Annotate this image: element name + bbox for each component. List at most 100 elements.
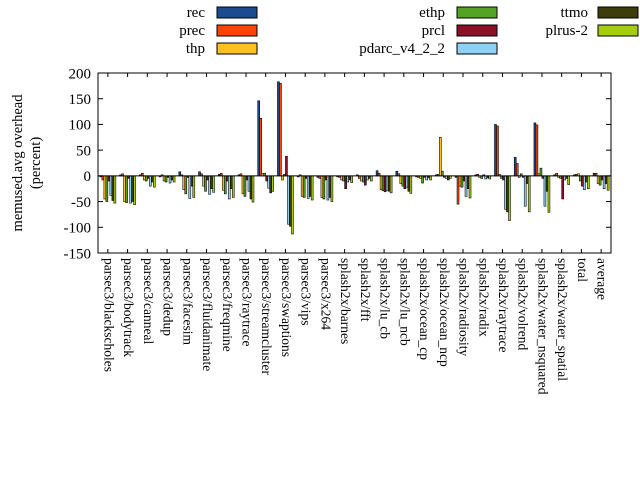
bar-ethp <box>164 175 168 183</box>
bar-thp <box>439 137 442 177</box>
bar-ttmo <box>170 175 174 181</box>
bar-rec <box>533 122 537 177</box>
bar-plrus-2 <box>606 175 610 191</box>
bar-ttmo <box>210 175 213 189</box>
bar-ttmo <box>328 175 332 198</box>
bar-pdarc_v4_2_2 <box>543 175 547 207</box>
x-category-label: splash2x/fft <box>358 258 373 322</box>
bar-pdarc_v4_2_2 <box>168 175 172 184</box>
bar-ethp <box>204 175 207 192</box>
bar-ttmo <box>229 175 233 189</box>
bar-prec <box>279 83 282 177</box>
bar-rec <box>277 81 280 177</box>
bar-plrus-2 <box>133 175 136 205</box>
bar-pdarc_v4_2_2 <box>306 175 310 199</box>
bar-ethp <box>539 167 543 177</box>
bar-ethp <box>223 175 227 195</box>
bar-pdarc_v4_2_2 <box>464 175 468 197</box>
y-tick-label: -150 <box>64 246 92 262</box>
x-category-label: splash2x/ocean_ncp <box>437 258 452 367</box>
x-category-label: parsec3/canneal <box>141 258 156 344</box>
bar-plrus-2 <box>330 175 334 202</box>
legend-swatch-thp <box>216 42 258 55</box>
legend-label-ttmo: ttmo <box>560 5 588 21</box>
x-category-label: parsec3/x264 <box>318 258 333 330</box>
bar-rec <box>494 124 497 177</box>
bar-pdarc_v4_2_2 <box>366 175 369 181</box>
bar-prcl <box>502 175 505 181</box>
legend-swatch-ttmo <box>597 6 639 19</box>
bar-prcl <box>383 175 387 193</box>
bar-ethp <box>105 175 109 202</box>
bar-pdarc_v4_2_2 <box>188 175 192 199</box>
bar-prec <box>496 125 499 177</box>
legend-swatch-prec <box>216 24 258 37</box>
bar-pdarc_v4_2_2 <box>267 175 270 189</box>
bar-ttmo <box>269 175 272 194</box>
bar-ttmo <box>466 175 470 189</box>
bar-ttmo <box>407 175 411 192</box>
bar-pdarc_v4_2_2 <box>227 175 231 200</box>
bar-pdarc_v4_2_2 <box>287 175 290 225</box>
bar-plrus-2 <box>350 175 353 183</box>
bar-ttmo <box>151 175 154 183</box>
bar-prcl <box>107 175 111 182</box>
bar-ethp <box>441 170 444 177</box>
bar-ttmo <box>190 175 194 187</box>
bar-prec <box>101 175 105 181</box>
bar-plrus-2 <box>547 175 551 213</box>
legend-label-thp: thp <box>186 41 205 57</box>
y-tick-label: -50 <box>71 195 91 211</box>
bar-prec <box>259 117 262 177</box>
bar-plrus-2 <box>527 175 531 213</box>
x-category-label: splash2x/radix <box>476 258 491 337</box>
bar-ethp <box>302 175 306 198</box>
bar-ttmo <box>545 175 549 192</box>
bar-ttmo <box>111 175 115 201</box>
bar-plrus-2 <box>370 175 373 182</box>
bar-thp <box>340 175 343 181</box>
x-category-label: splash2x/lu_cb <box>378 258 393 339</box>
bar-plrus-2 <box>291 175 294 235</box>
bar-plrus-2 <box>567 175 570 185</box>
bar-ethp <box>184 175 188 195</box>
x-category-label: parsec3/bodytrack <box>121 258 136 357</box>
bar-ethp <box>460 175 464 188</box>
bar-thp <box>281 175 284 181</box>
bar-pdarc_v4_2_2 <box>109 175 113 196</box>
bar-ethp <box>322 175 326 200</box>
x-category-label: average <box>595 258 610 300</box>
bar-plrus-2 <box>389 175 393 194</box>
bar-prcl <box>403 175 407 189</box>
legend-label-prcl: prcl <box>422 23 445 39</box>
bar-plrus-2 <box>468 175 472 199</box>
legend-label-ethp: ethp <box>419 5 445 21</box>
bar-ethp <box>362 175 365 183</box>
bar-ttmo <box>506 175 509 213</box>
bar-prcl <box>581 175 584 187</box>
bar-plrus-2 <box>231 175 235 198</box>
x-category-label: parsec3/vips <box>299 258 314 325</box>
bar-thp <box>202 175 205 187</box>
bar-ethp <box>381 175 385 192</box>
bar-thp <box>596 175 600 184</box>
bar-ttmo <box>604 175 608 184</box>
bar-thp <box>123 175 126 202</box>
bar-pdarc_v4_2_2 <box>583 175 586 191</box>
bar-rec <box>178 171 182 177</box>
bar-ethp <box>342 175 345 182</box>
legend-swatch-plrus-2 <box>597 24 639 37</box>
x-category-label: splash2x/water_nsquared <box>535 258 550 395</box>
bar-plrus-2 <box>212 175 215 193</box>
bar-plrus-2 <box>429 175 432 181</box>
bar-pdarc_v4_2_2 <box>129 175 132 204</box>
bar-thp <box>300 175 304 197</box>
bar-pdarc_v4_2_2 <box>208 175 211 195</box>
bar-plrus-2 <box>587 175 590 189</box>
legend-swatch-ethp <box>456 6 498 19</box>
bar-prcl <box>206 175 209 181</box>
bar-ttmo <box>387 175 391 192</box>
x-category-label: parsec3/dedup <box>161 258 176 336</box>
